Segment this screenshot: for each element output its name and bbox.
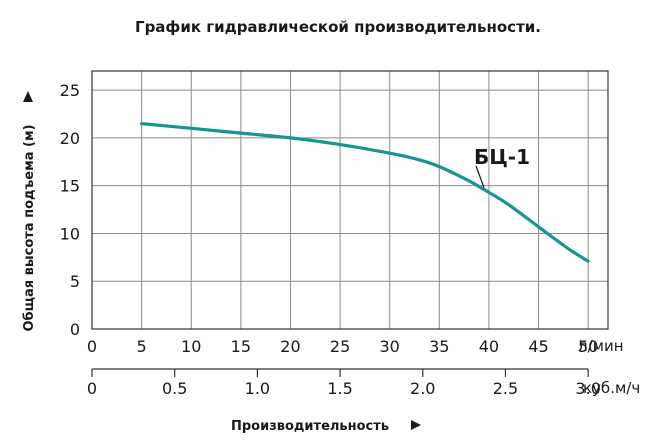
secondary-x-tick-label: 0.5 <box>162 379 187 398</box>
x-tick-label: 20 <box>280 337 300 356</box>
y-tick-label: 5 <box>70 272 80 291</box>
y-axis-ticks: 0 5 10 15 20 25 <box>60 81 80 339</box>
x-tick-label: 15 <box>231 337 251 356</box>
series-layer: БЦ-1 <box>140 122 590 263</box>
series-label-bc1: БЦ-1 <box>474 145 530 169</box>
x-tick-label: 0 <box>87 337 97 356</box>
x-tick-label: 10 <box>181 337 201 356</box>
x-axis-arrow-icon <box>411 420 421 430</box>
x-tick-label: 40 <box>479 337 499 356</box>
secondary-x-tick-label: 2.5 <box>493 379 518 398</box>
chart-title: График гидравлической производительности… <box>135 18 541 36</box>
x-tick-label: 30 <box>380 337 400 356</box>
series-label-leader <box>475 165 485 188</box>
plot-frame <box>91 70 609 330</box>
y-tick-label: 0 <box>70 320 80 339</box>
y-axis-arrow-icon <box>23 91 33 102</box>
x-tick-label: 35 <box>429 337 449 356</box>
y-tick-label: 10 <box>60 224 80 243</box>
x-tick-label: 45 <box>528 337 548 356</box>
y-axis-title: Общая высота подъема (м) <box>22 124 37 331</box>
y-tick-label: 25 <box>60 81 80 100</box>
x-tick-label: 50 <box>578 337 598 356</box>
x-axis-title: Производительность <box>231 419 389 434</box>
secondary-x-axis-unit: куб.м/ч <box>583 379 640 397</box>
x-tick-label: 25 <box>330 337 350 356</box>
x-axis-ticks: 0 5 10 15 20 25 30 35 40 45 50 <box>87 337 598 356</box>
grid <box>92 71 608 329</box>
secondary-x-tick-label: 1.5 <box>327 379 352 398</box>
secondary-x-axis: 0 0.5 1.0 1.5 2.0 2.5 3.0 <box>87 368 601 398</box>
secondary-x-tick-label: 1.0 <box>245 379 270 398</box>
y-tick-label: 15 <box>60 177 80 196</box>
x-tick-label: 5 <box>137 337 147 356</box>
x-axis-unit: л/мин <box>578 337 624 355</box>
y-tick-label: 20 <box>60 129 80 148</box>
secondary-x-tick-label: 3.0 <box>575 379 600 398</box>
secondary-x-tick-label: 0 <box>87 379 97 398</box>
y-axis-title-group: Общая высота подъема (м) <box>22 91 37 332</box>
secondary-x-tick-label: 2.0 <box>410 379 435 398</box>
series-line-bc1 <box>140 122 590 263</box>
x-axis-title-group: Производительность <box>231 419 421 434</box>
